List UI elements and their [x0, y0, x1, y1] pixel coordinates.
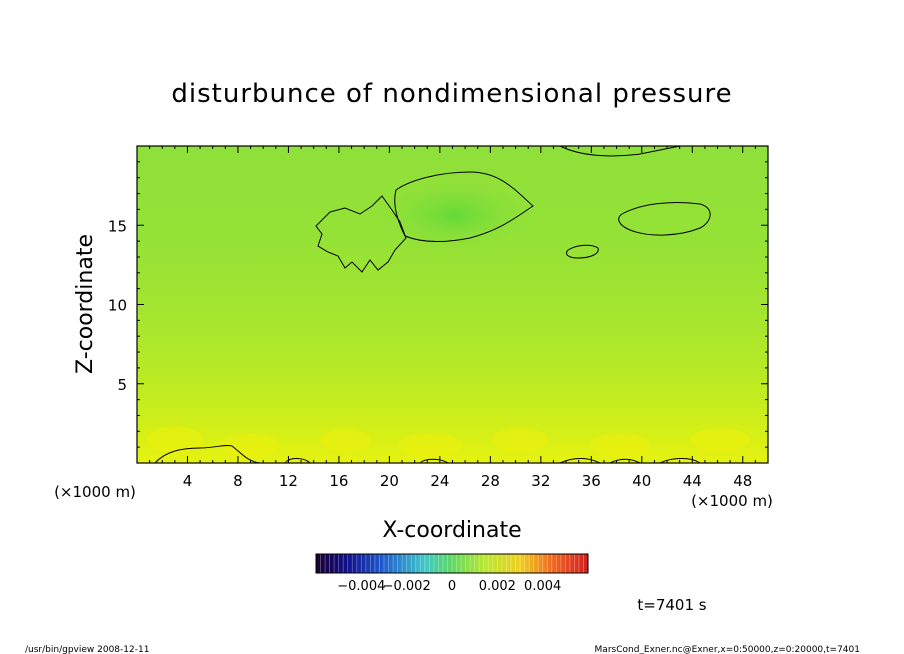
heatmap-blob	[370, 175, 540, 255]
x-tick-label: 16	[329, 472, 348, 490]
colorbar-gradient	[316, 554, 588, 573]
y-tick-label: 15	[108, 217, 127, 235]
x-axis-unit-right: (×1000 m)	[691, 492, 773, 510]
colorbar-tick-labels: −0.004−0.002 0 0.002 0.004	[337, 579, 561, 594]
colorbar-tick-label: −0.002	[383, 579, 431, 594]
x-axis-unit-left: (×1000 m)	[54, 483, 136, 501]
contour-small-oval	[565, 244, 599, 259]
x-axis-label: X-coordinate	[382, 518, 521, 543]
x-tick-label: 36	[582, 472, 601, 490]
colorbar-tick-label: 0.004	[524, 579, 561, 594]
x-tick-label: 20	[380, 472, 399, 490]
x-axis-ticks: 4 8 12 16 20 24 28 32 36 40 44 48	[149, 146, 756, 490]
x-tick-label: 24	[430, 472, 449, 490]
chart-title: disturbunce of nondimensional pressure	[171, 79, 732, 109]
footer-right: MarsCond_Exner.nc@Exner,x=0:50000,z=0:20…	[595, 645, 860, 654]
x-tick-label: 4	[183, 472, 193, 490]
colorbar-frame	[315, 553, 589, 574]
contour-right-oval	[618, 202, 711, 236]
colorbar: −0.004−0.002 0 0.002 0.004	[315, 553, 589, 594]
footer-left: /usr/bin/gpview 2008-12-11	[25, 645, 149, 654]
contour-bottom	[154, 444, 701, 464]
y-axis-ticks: 5 10 15	[108, 161, 768, 448]
time-label: t=7401 s	[637, 596, 706, 614]
x-tick-label: 48	[733, 472, 752, 490]
x-tick-label: 44	[683, 472, 702, 490]
y-tick-label: 5	[117, 376, 127, 394]
x-tick-label: 40	[632, 472, 651, 490]
colorbar-stripes	[320, 554, 584, 573]
contour-lines	[154, 145, 711, 464]
y-axis-label: Z-coordinate	[73, 234, 98, 374]
x-tick-label: 8	[233, 472, 243, 490]
y-tick-label: 10	[108, 297, 127, 315]
colorbar-tick-label: 0.002	[479, 579, 516, 594]
colorbar-tick-label: −0.004	[337, 579, 385, 594]
contour-top-right	[559, 145, 681, 157]
colorbar-tick-label: 0	[448, 579, 456, 594]
x-tick-label: 12	[279, 472, 298, 490]
x-tick-label: 32	[531, 472, 550, 490]
heatmap-patches	[147, 426, 750, 457]
contour-irregular	[315, 195, 407, 273]
x-tick-label: 28	[481, 472, 500, 490]
